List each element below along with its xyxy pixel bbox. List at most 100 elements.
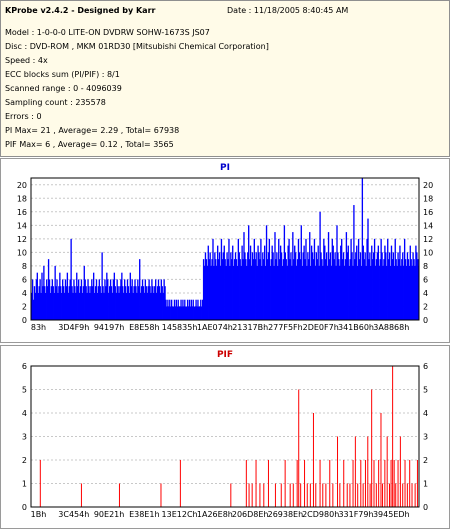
pi-bar — [224, 259, 226, 320]
pi-bar — [55, 286, 57, 320]
pi-bar — [173, 299, 176, 320]
pif-xtick-label: 206D8Eh — [232, 510, 269, 519]
pi-bar — [134, 279, 136, 320]
pi-bar — [397, 252, 399, 320]
pif-xtick-label: 2CD980h — [302, 510, 339, 519]
pi-bar — [130, 286, 132, 320]
pi-bar — [358, 259, 361, 320]
pi-bar — [380, 238, 382, 320]
pi-bar — [309, 232, 311, 320]
pi-bar — [324, 245, 326, 320]
pi-bar — [242, 259, 244, 320]
pi-bar — [113, 272, 116, 320]
pi-ytick-left: 14 — [17, 221, 27, 230]
pi-bar — [158, 286, 161, 320]
pi-bar — [108, 292, 110, 320]
pi-bar — [246, 265, 248, 320]
pi-bar — [260, 238, 262, 320]
pi-ytick-right: 12 — [423, 235, 433, 244]
pi-bar — [217, 259, 220, 320]
pi-bar — [262, 252, 264, 320]
pi-bar — [159, 292, 162, 320]
pi-bar — [46, 279, 48, 320]
pi-bar — [272, 252, 274, 320]
pi-bar — [229, 265, 231, 320]
sampling-count-line: Sampling count : 235578 — [5, 98, 106, 107]
pi-bar — [296, 259, 299, 320]
pi-bar — [38, 286, 40, 320]
pi-bar — [381, 252, 383, 320]
pi-bar — [72, 292, 74, 320]
pi-bar — [143, 292, 146, 320]
pi-bar — [368, 259, 370, 320]
pi-bar — [165, 299, 167, 320]
pi-bar — [194, 306, 196, 320]
pi-xtick-label: 3A8868h — [373, 323, 409, 332]
pi-bar — [355, 252, 357, 320]
pi-bar — [392, 252, 395, 320]
pi-bar — [62, 279, 64, 320]
pi-bar — [90, 286, 92, 320]
pi-bar — [321, 259, 323, 320]
pi-bar — [279, 245, 282, 320]
pi-bar — [192, 299, 194, 320]
pi-bar — [110, 286, 113, 320]
pi-bar — [325, 259, 327, 320]
pi-bar — [179, 306, 181, 320]
pi-bar — [155, 279, 157, 320]
pi-bar — [208, 259, 210, 320]
pi-bar — [338, 259, 340, 320]
pi-bar — [245, 259, 247, 320]
pi-bar — [89, 292, 91, 320]
pi-bar — [411, 265, 413, 320]
pi-bar — [213, 265, 215, 320]
pi-bar — [298, 252, 301, 320]
pi-bar — [258, 252, 260, 320]
pi-bar — [283, 225, 286, 320]
pi-bar — [121, 272, 123, 320]
pi-bar — [389, 265, 392, 320]
pi-bar — [60, 286, 62, 320]
pi-bar — [99, 286, 101, 320]
pi-ytick-left: 16 — [17, 208, 27, 217]
pi-bar — [263, 245, 266, 320]
pi-bar — [232, 245, 234, 320]
pi-bar — [375, 259, 378, 320]
pi-bar — [122, 286, 124, 320]
pi-bar — [36, 272, 38, 320]
pi-bar — [312, 259, 315, 320]
pi-bar — [58, 286, 60, 320]
pi-bar — [332, 245, 334, 320]
pi-bar — [294, 245, 296, 320]
pi-bar — [291, 265, 293, 320]
pi-bar — [124, 286, 127, 320]
pi-bar — [221, 259, 224, 320]
pi-bar — [275, 259, 277, 320]
pi-bar — [135, 286, 137, 320]
pi-bar — [320, 252, 322, 320]
pi-xtick-label: E8E58h — [129, 323, 159, 332]
pi-bar — [302, 252, 304, 320]
pi-bar — [294, 252, 297, 320]
pi-bar — [339, 265, 341, 320]
pi-bar — [190, 299, 193, 320]
pi-bar — [151, 279, 153, 320]
pi-xtick-label: 2DE0F7h — [303, 323, 339, 332]
pi-bar — [189, 306, 192, 320]
pi-bar — [406, 252, 409, 320]
pi-bar — [92, 286, 94, 320]
pi-bar — [346, 252, 348, 320]
pi-bar — [78, 292, 81, 320]
pi-bar — [311, 252, 314, 320]
pi-bar — [45, 292, 47, 320]
pi-bar — [249, 245, 252, 320]
pif-ytick-left: 5 — [22, 386, 27, 395]
pi-bar — [316, 259, 318, 320]
pi-bar — [126, 279, 129, 320]
ecc-line: ECC blocks sum (PI/PIF) : 8/1 — [5, 70, 120, 79]
pi-bar — [304, 259, 306, 320]
pi-bar — [361, 178, 364, 320]
pi-bar — [391, 259, 394, 320]
pi-bar — [104, 279, 106, 320]
pi-bar — [218, 252, 221, 320]
